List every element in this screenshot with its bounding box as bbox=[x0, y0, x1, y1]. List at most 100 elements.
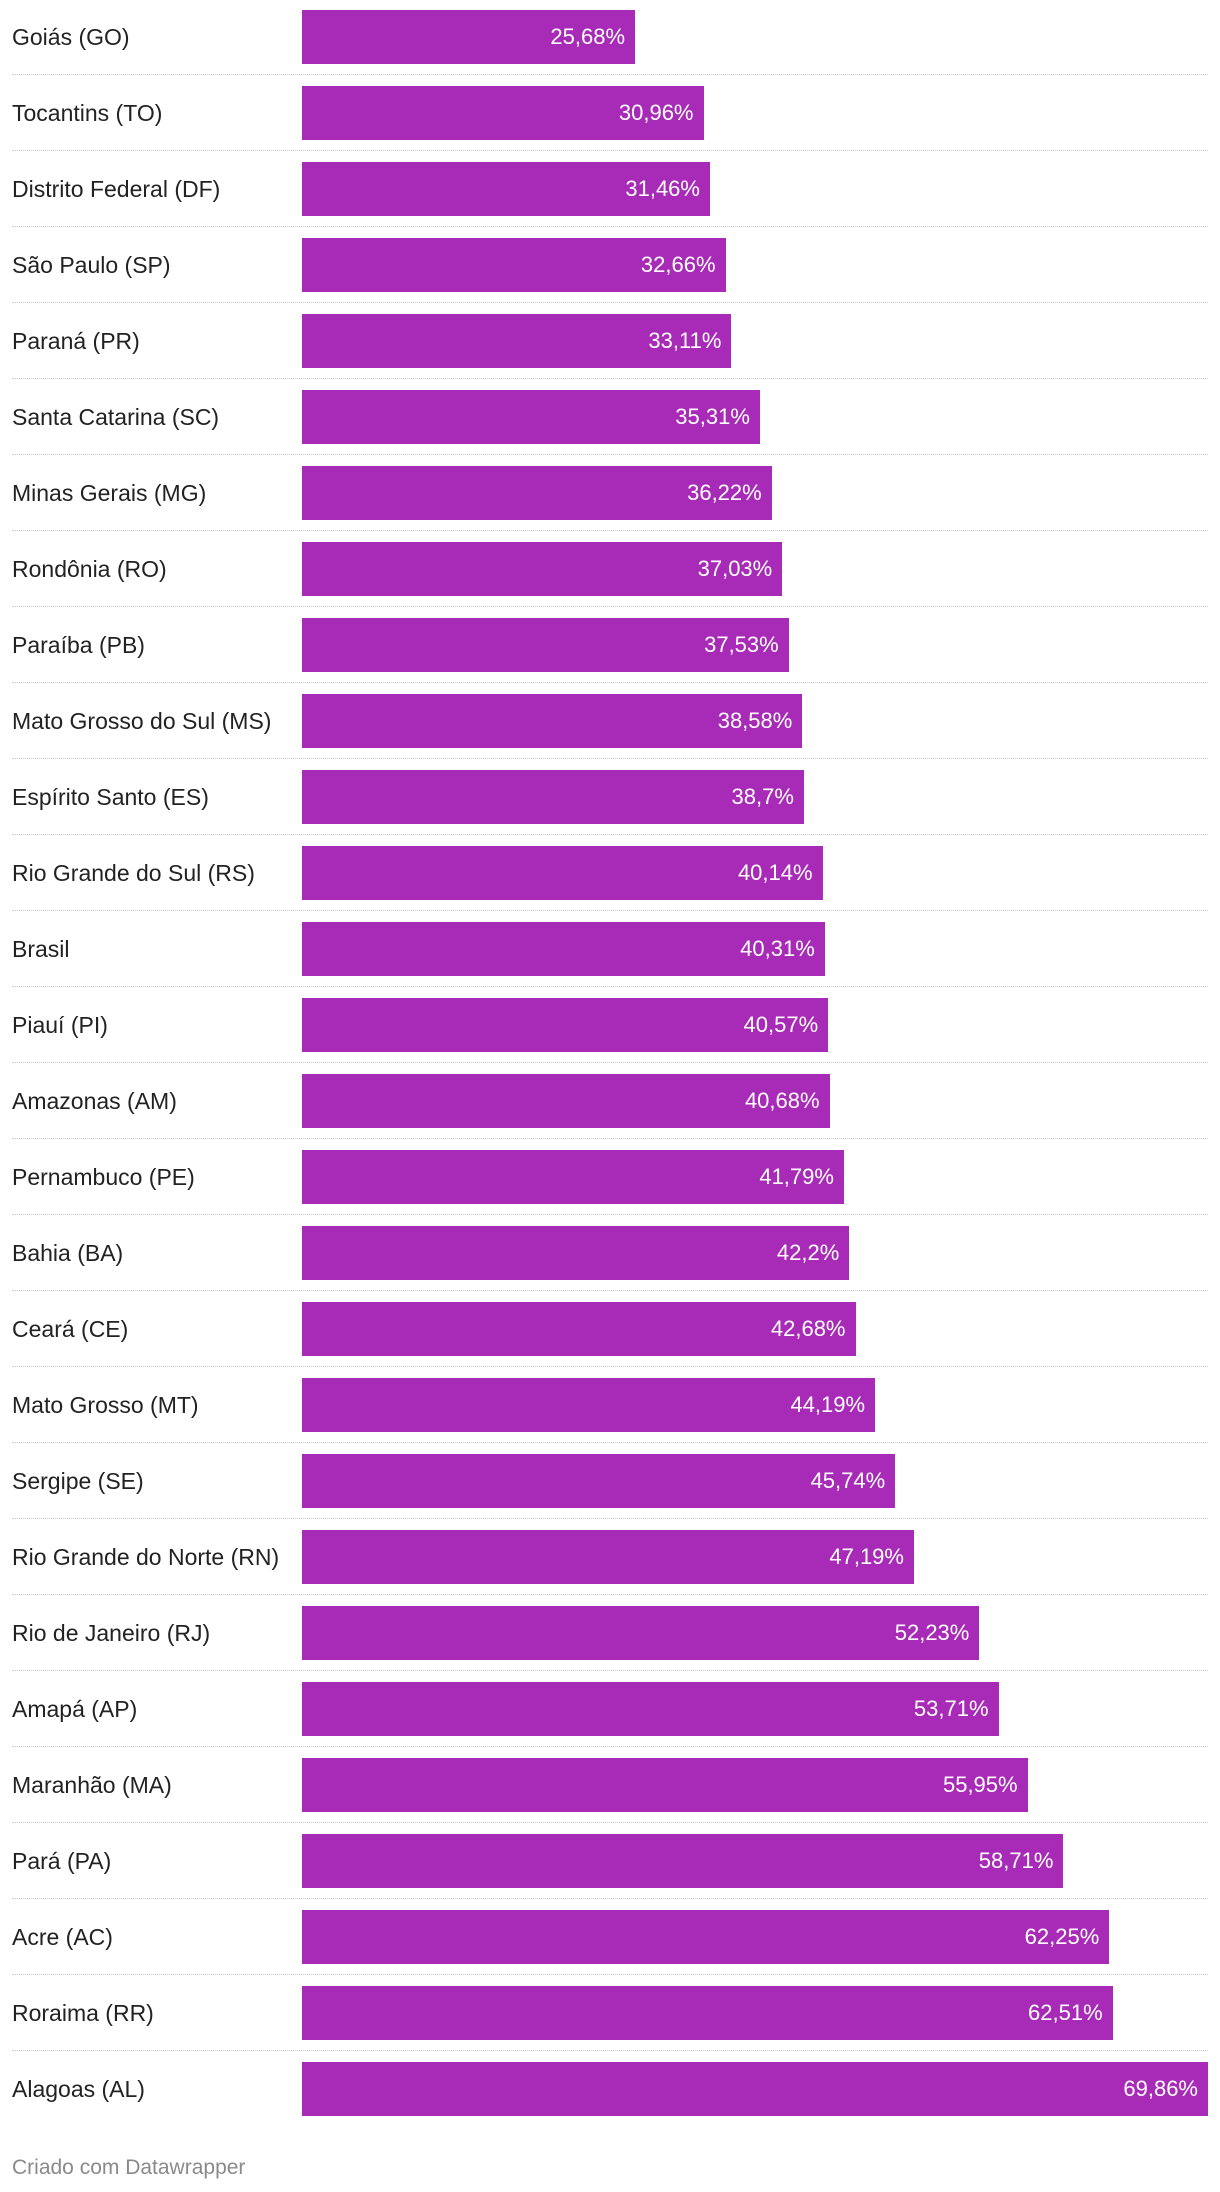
row-divider bbox=[12, 834, 1208, 835]
bar-row: Brasil 40,31% bbox=[0, 922, 1220, 998]
bar: 47,19% bbox=[302, 1530, 914, 1584]
row-divider bbox=[12, 1366, 1208, 1367]
row-divider bbox=[12, 758, 1208, 759]
bar-row: Amapá (AP) 53,71% bbox=[0, 1682, 1220, 1758]
row-divider bbox=[12, 1898, 1208, 1899]
bar-value-label: 37,03% bbox=[697, 556, 773, 581]
bar: 40,68% bbox=[302, 1074, 830, 1128]
category-label: Piauí (PI) bbox=[12, 1012, 108, 1038]
bar-value-label: 44,19% bbox=[790, 1392, 866, 1417]
category-label: Espírito Santo (ES) bbox=[12, 784, 209, 810]
bar-value-label: 40,31% bbox=[740, 936, 815, 961]
bar-value-label: 55,95% bbox=[942, 1772, 1018, 1797]
bar-value-label: 38,7% bbox=[731, 784, 794, 809]
row-divider bbox=[12, 1442, 1208, 1443]
row-divider bbox=[12, 226, 1208, 227]
bar-row: Sergipe (SE) 45,74% bbox=[0, 1454, 1220, 1530]
row-divider bbox=[12, 1214, 1208, 1215]
category-label: Bahia (BA) bbox=[12, 1240, 124, 1266]
bar-row: Maranhão (MA) 55,95% bbox=[0, 1758, 1220, 1834]
bar: 42,2% bbox=[302, 1226, 850, 1280]
bar: 38,58% bbox=[302, 694, 803, 748]
bar-value-label: 41,79% bbox=[759, 1164, 834, 1189]
bar-row: Pará (PA) 58,71% bbox=[0, 1834, 1220, 1910]
category-label: Goiás (GO) bbox=[12, 24, 130, 50]
bar-value-label: 45,74% bbox=[810, 1468, 886, 1493]
bar-value-label: 36,22% bbox=[687, 480, 762, 505]
bar-row: Pernambuco (PE) 41,79% bbox=[0, 1150, 1220, 1226]
category-label: Acre (AC) bbox=[12, 1924, 113, 1950]
category-label: Roraima (RR) bbox=[12, 2000, 154, 2026]
row-divider bbox=[12, 2050, 1208, 2051]
row-divider bbox=[12, 1746, 1208, 1747]
bar-chart: Goiás (GO) 25,68% Tocantins (TO) 30,96% Dist… bbox=[0, 10, 1220, 2138]
bar-value-label: 40,68% bbox=[744, 1088, 820, 1113]
bar-row: Santa Catarina (SC) 35,31% bbox=[0, 390, 1220, 466]
bar-row: Tocantins (TO) 30,96% bbox=[0, 86, 1220, 162]
bar: 41,79% bbox=[302, 1150, 844, 1204]
category-label: São Paulo (SP) bbox=[12, 252, 171, 278]
category-label: Paraíba (PB) bbox=[12, 632, 145, 658]
category-label: Pernambuco (PE) bbox=[12, 1164, 195, 1190]
bar: 44,19% bbox=[302, 1378, 876, 1432]
bar-value-label: 38,58% bbox=[717, 708, 793, 733]
row-divider bbox=[12, 378, 1208, 379]
bar: 53,71% bbox=[302, 1682, 999, 1736]
category-label: Mato Grosso (MT) bbox=[12, 1392, 199, 1418]
category-label: Maranhão (MA) bbox=[12, 1772, 172, 1798]
category-label: Rio Grande do Norte (RN) bbox=[12, 1544, 280, 1570]
row-divider bbox=[12, 1594, 1208, 1595]
category-label: Amazonas (AM) bbox=[12, 1088, 177, 1114]
bar: 58,71% bbox=[302, 1834, 1064, 1888]
category-label: Minas Gerais (MG) bbox=[12, 480, 207, 506]
bar-row: Bahia (BA) 42,2% bbox=[0, 1226, 1220, 1302]
bar-row: Acre (AC) 62,25% bbox=[0, 1910, 1220, 1986]
bar: 69,86% bbox=[302, 2062, 1208, 2116]
bar-row: Alagoas (AL) 69,86% bbox=[0, 2062, 1220, 2138]
bar-value-label: 40,14% bbox=[737, 860, 813, 885]
bar: 25,68% bbox=[302, 10, 636, 64]
bar-row: Distrito Federal (DF) 31,46% bbox=[0, 162, 1220, 238]
bar-row: Minas Gerais (MG) 36,22% bbox=[0, 466, 1220, 542]
bar-value-label: 31,46% bbox=[625, 176, 700, 201]
row-divider bbox=[12, 302, 1208, 303]
bar-value-label: 35,31% bbox=[675, 404, 750, 429]
category-label: Distrito Federal (DF) bbox=[12, 176, 221, 202]
category-label: Tocantins (TO) bbox=[12, 100, 163, 126]
bar-row: Rio Grande do Norte (RN) 47,19% bbox=[0, 1530, 1220, 1606]
bar: 31,46% bbox=[302, 162, 710, 216]
bar: 38,7% bbox=[302, 770, 804, 824]
bar-value-label: 58,71% bbox=[978, 1848, 1054, 1873]
bar-value-label: 62,25% bbox=[1024, 1924, 1100, 1949]
bar: 32,66% bbox=[302, 238, 726, 292]
category-label: Rondônia (RO) bbox=[12, 556, 167, 582]
category-label: Alagoas (AL) bbox=[12, 2076, 145, 2102]
bar-row: Piauí (PI) 40,57% bbox=[0, 998, 1220, 1074]
row-divider bbox=[12, 606, 1208, 607]
bar: 62,25% bbox=[302, 1910, 1110, 1964]
bar: 30,96% bbox=[302, 86, 704, 140]
bar: 55,95% bbox=[302, 1758, 1028, 1812]
row-divider bbox=[12, 1518, 1208, 1519]
category-label: Brasil bbox=[12, 936, 70, 962]
bar-value-label: 69,86% bbox=[1123, 2076, 1198, 2101]
category-label: Pará (PA) bbox=[12, 1848, 112, 1874]
bar-value-label: 40,57% bbox=[743, 1012, 819, 1037]
bar: 52,23% bbox=[302, 1606, 980, 1660]
category-label: Paraná (PR) bbox=[12, 328, 140, 354]
row-divider bbox=[12, 1670, 1208, 1671]
bar-row: Rio Grande do Sul (RS) 40,14% bbox=[0, 846, 1220, 922]
row-divider bbox=[12, 1290, 1208, 1291]
row-divider bbox=[12, 986, 1208, 987]
bar-value-label: 42,2% bbox=[776, 1240, 840, 1265]
row-divider bbox=[12, 150, 1208, 151]
bar: 62,51% bbox=[302, 1986, 1113, 2040]
row-divider bbox=[12, 1138, 1208, 1139]
bar-value-label: 47,19% bbox=[829, 1544, 904, 1569]
footer-credit: Criado com Datawrapper bbox=[12, 2156, 246, 2179]
row-divider bbox=[12, 74, 1208, 75]
bar: 35,31% bbox=[302, 390, 760, 444]
row-divider bbox=[12, 454, 1208, 455]
bar-row: Ceará (CE) 42,68% bbox=[0, 1302, 1220, 1378]
bar-row: Mato Grosso (MT) 44,19% bbox=[0, 1378, 1220, 1454]
